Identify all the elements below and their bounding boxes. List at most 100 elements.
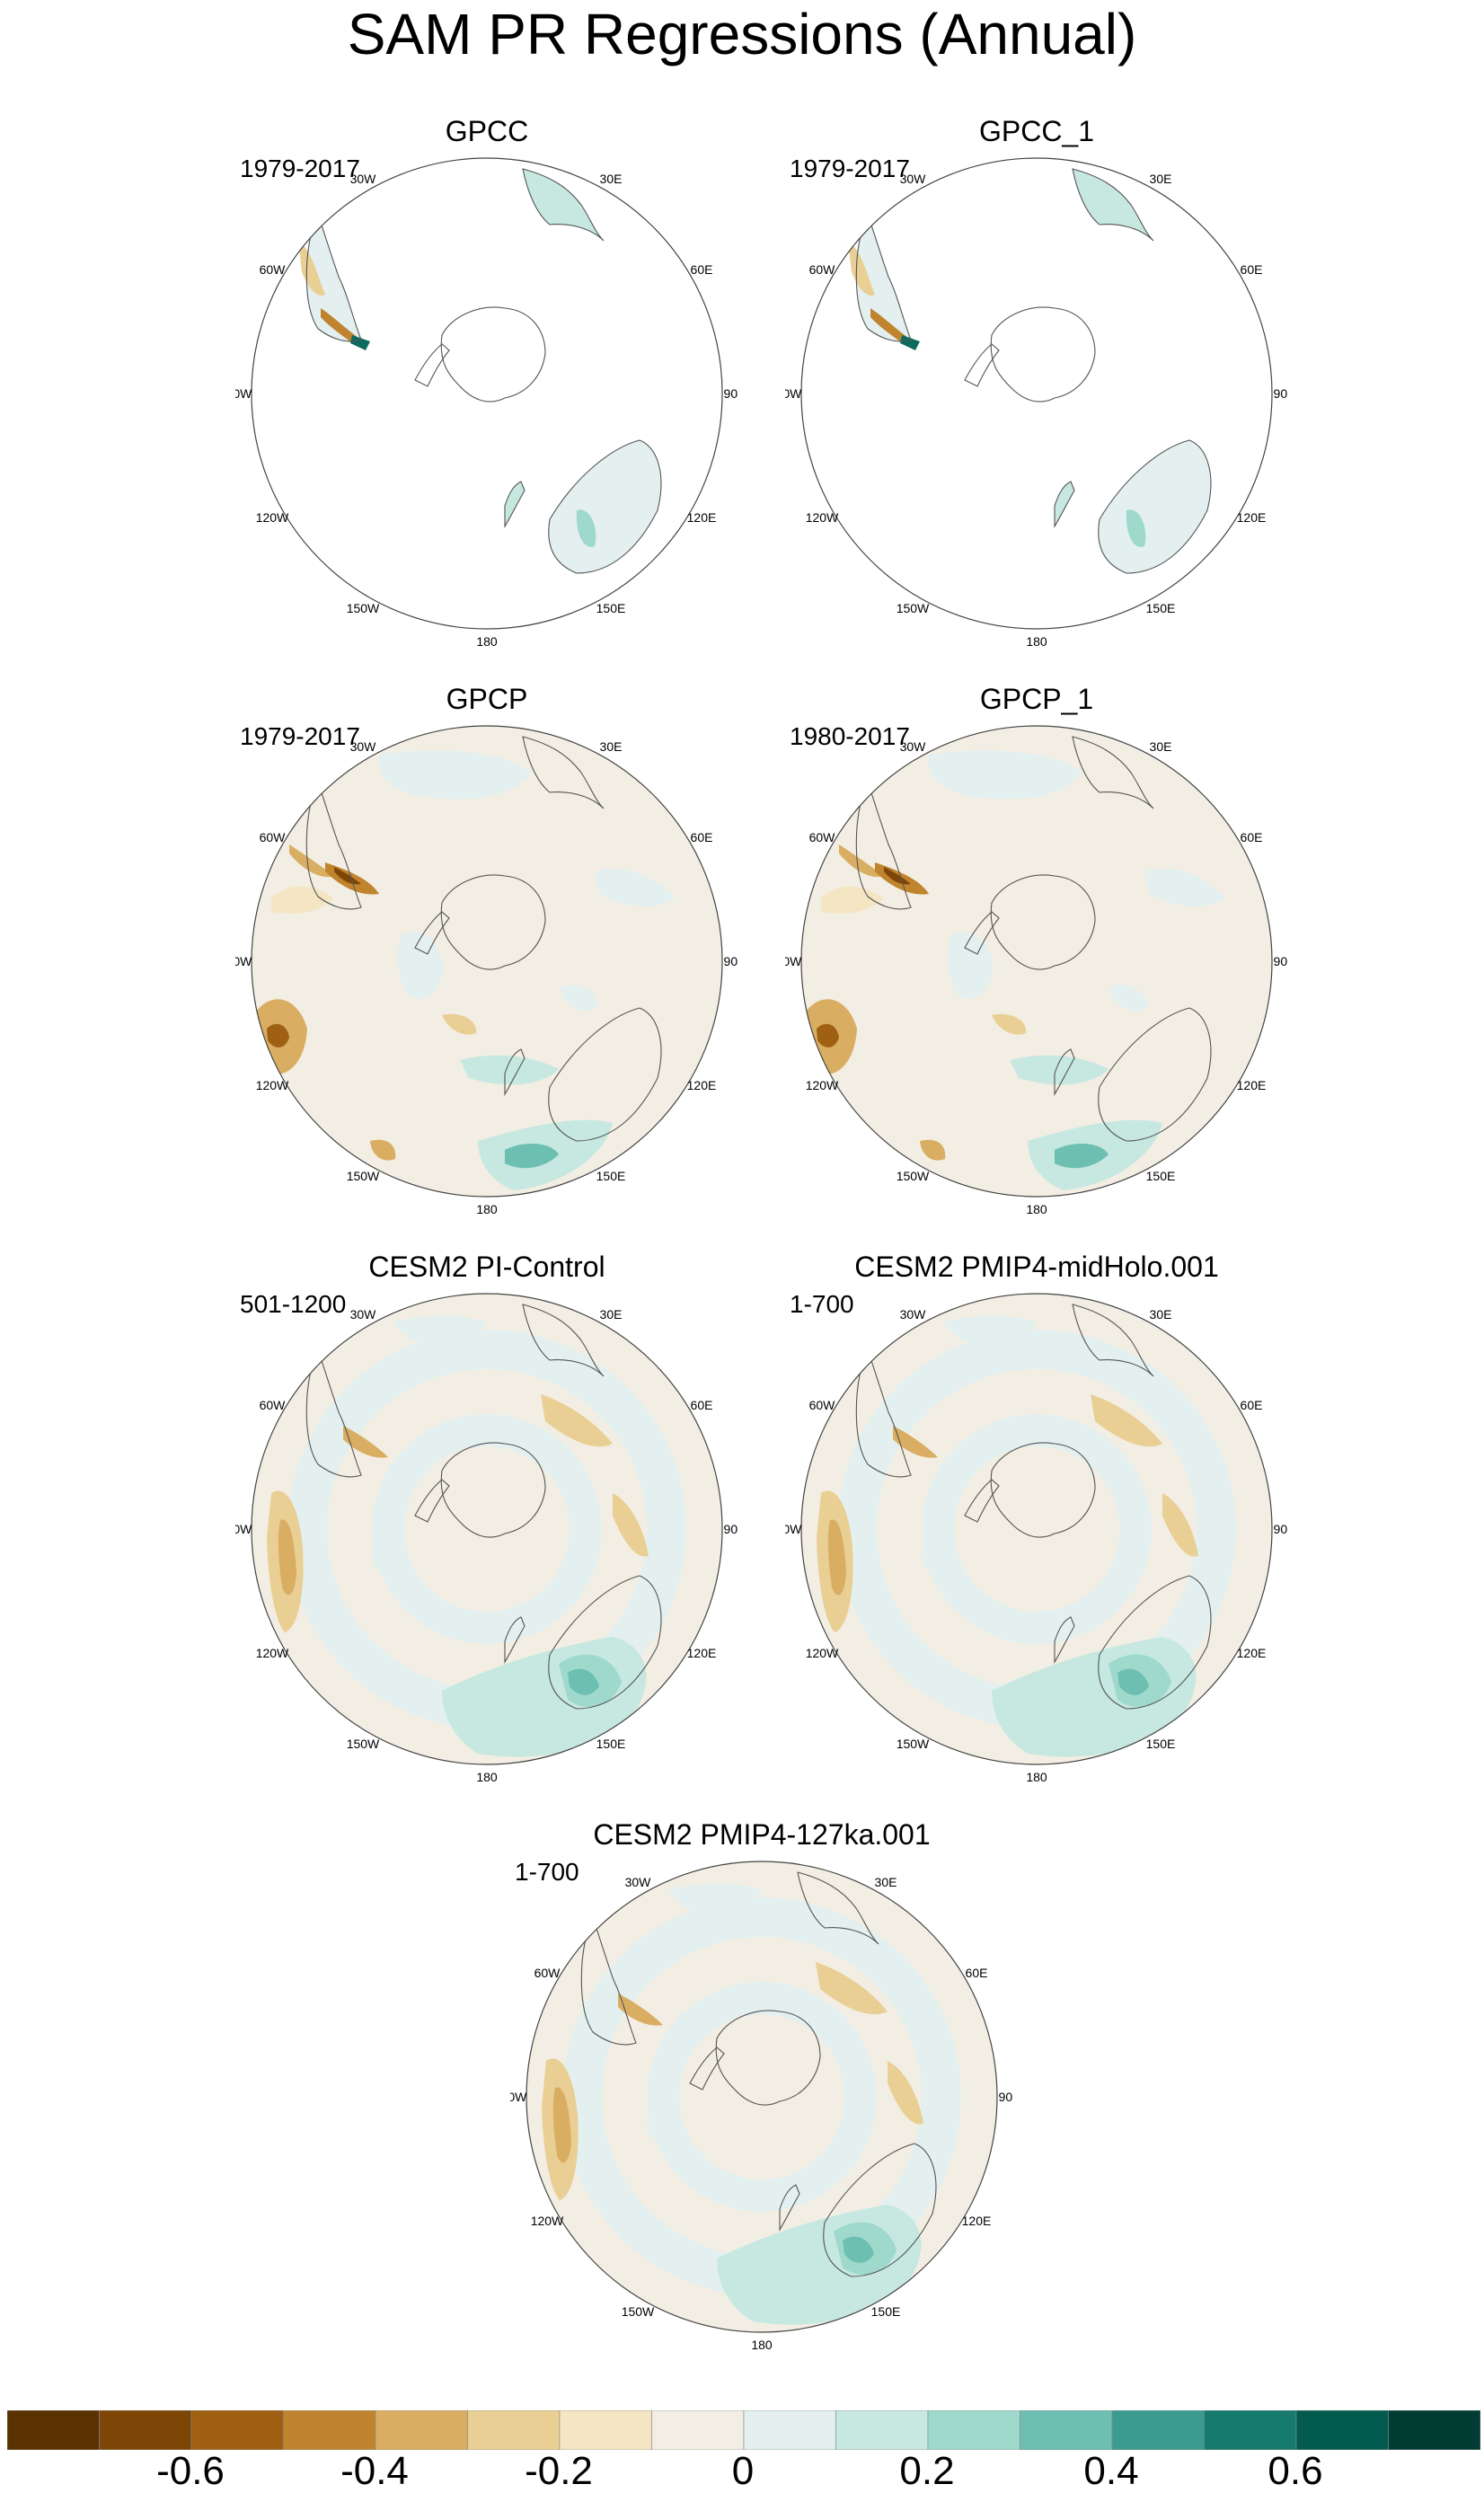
- panel-title: GPCP_1: [979, 683, 1094, 715]
- anomaly-contour: [442, 1013, 477, 1035]
- coastline-antarctica: [990, 306, 1096, 402]
- map-boundary: [251, 725, 723, 1198]
- longitude-label: 0: [483, 151, 490, 153]
- land-anomaly-africa: [1073, 169, 1153, 241]
- land-anomaly-wet: [1126, 509, 1146, 547]
- precip-regression-field: [801, 726, 1272, 1197]
- anomaly-ring-wet: [647, 1982, 877, 2212]
- anomaly-contour: [893, 1426, 938, 1458]
- longitude-label: 90W: [235, 1522, 252, 1536]
- coastline-new-zealand: [1054, 1048, 1075, 1096]
- anomaly-contour: [884, 867, 911, 885]
- colorbar-swatch: [283, 2410, 376, 2450]
- longitude-label: 120E: [687, 1646, 717, 1660]
- longitude-label: 90E: [724, 954, 738, 968]
- anomaly-contour: [393, 1315, 487, 1342]
- map-panel-gpcp-1: GPCP_1 1980-2017 0 30E 60E 90E 120E 150E 180 15…: [785, 683, 1288, 1222]
- colorbar-swatch: [1388, 2410, 1480, 2450]
- anomaly-contour: [370, 1139, 396, 1161]
- land-anomaly-wet: [900, 335, 920, 350]
- longitude-label: 60W: [260, 830, 287, 844]
- coastline-australia: [548, 439, 662, 574]
- coastline-australia: [548, 1575, 662, 1710]
- coastline-south-america: [855, 212, 912, 342]
- anomaly-contour: [343, 1426, 388, 1458]
- coastline-antarctica: [440, 874, 546, 970]
- map-panel-gpcp: GPCP 1979-2017 0 30E 60E 90E 120E 150E 180 150W…: [235, 683, 738, 1222]
- map-boundary: [251, 1293, 723, 1765]
- land-anomaly-dry: [321, 308, 361, 344]
- coastline-south-america: [305, 1348, 362, 1478]
- longitude-label: 0: [1033, 1286, 1040, 1288]
- anomaly-contour: [816, 1962, 888, 2015]
- land-anomaly-australia: [1098, 440, 1211, 573]
- longitude-label: 120W: [806, 510, 839, 525]
- longitude-label: 30E: [1150, 172, 1172, 186]
- anomaly-contour: [817, 1023, 839, 1048]
- colorbar-tick-label: 0.6: [1268, 2449, 1323, 2493]
- longitude-label: 120E: [687, 1078, 717, 1092]
- anomaly-contour: [568, 1668, 599, 1695]
- longitude-label: 180: [476, 1770, 498, 1784]
- anomaly-contour: [595, 868, 676, 907]
- anomaly-ring-wet: [922, 1414, 1152, 1644]
- longitude-label: 60E: [691, 262, 713, 277]
- longitude-label: 120W: [256, 510, 289, 525]
- longitude-label: 30W: [350, 172, 377, 186]
- anomaly-contour: [334, 867, 361, 885]
- colorbar-swatch: [927, 2410, 1020, 2450]
- longitude-label: 150W: [897, 601, 930, 615]
- coastline-australia: [548, 1007, 662, 1142]
- colorbar-tick-label: -0.4: [340, 2449, 409, 2493]
- map-panel-cesm2-pi-control: CESM2 PI-Control 501-1200 0 30E 60E 90E 120E…: [235, 1251, 738, 1790]
- coastline-africa: [522, 736, 605, 809]
- longitude-label: 0: [483, 719, 490, 720]
- longitude-label: 150E: [596, 1169, 626, 1183]
- longitude-label: 30W: [900, 172, 927, 186]
- anomaly-ring-wet: [372, 1414, 602, 1644]
- panel-title: GPCC_1: [978, 115, 1095, 147]
- coastlines: [305, 168, 662, 574]
- precip-regression-field: [252, 1294, 722, 1764]
- longitude-label: 90E: [724, 386, 738, 401]
- longitude-label: 180: [1026, 634, 1047, 649]
- coastline-new-zealand: [779, 2184, 800, 2232]
- longitude-label: 180: [751, 2338, 773, 2352]
- longitude-label: 120E: [687, 510, 717, 525]
- land-anomaly-dry: [870, 308, 911, 344]
- panel-period: 501-1200: [240, 1290, 347, 1318]
- longitude-label: 30E: [600, 739, 623, 754]
- longitude-label: 60W: [534, 1966, 561, 1980]
- map-boundary: [800, 725, 1273, 1198]
- anomaly-contour: [928, 750, 1082, 800]
- coastline-antarctica: [440, 1442, 546, 1538]
- longitude-label: 30W: [350, 1307, 377, 1322]
- anomaly-contour: [541, 1394, 613, 1447]
- longitude-label: 60E: [1241, 262, 1263, 277]
- anomaly-contour: [1109, 985, 1149, 1011]
- colorbar-swatch: [559, 2410, 652, 2450]
- longitude-label: 120W: [531, 2214, 564, 2228]
- colorbar-swatch: [7, 2410, 100, 2450]
- anomaly-contour: [645, 2120, 679, 2146]
- longitude-label: 120W: [806, 1646, 839, 1660]
- longitude-label: 60W: [809, 262, 836, 277]
- anomaly-contour: [505, 1144, 559, 1169]
- anomaly-contour: [827, 1519, 846, 1596]
- coastline-antarctic-peninsula: [689, 2047, 725, 2091]
- colorbar-swatch: [743, 2410, 836, 2450]
- coastlines: [305, 1304, 662, 1710]
- anomaly-contour: [1162, 1493, 1198, 1557]
- anomaly-contour: [992, 1013, 1027, 1035]
- longitude-label: 120E: [1237, 1078, 1267, 1092]
- colorbar-swatch: [99, 2410, 192, 2450]
- coastlines: [855, 736, 1212, 1142]
- colorbar-tick-label: 0.4: [1083, 2449, 1139, 2493]
- coastline-south-america: [855, 1348, 912, 1478]
- longitude-label: 90W: [235, 954, 252, 968]
- longitude-label: 150E: [596, 1737, 626, 1751]
- anomaly-contour: [613, 1493, 649, 1557]
- polar-map: 0 30E 60E 90E 120E 150E 180 150W 120W 90W 60W 30W: [785, 151, 1288, 649]
- precip-regression-field: [298, 169, 661, 573]
- land-anomaly-dry: [848, 241, 875, 296]
